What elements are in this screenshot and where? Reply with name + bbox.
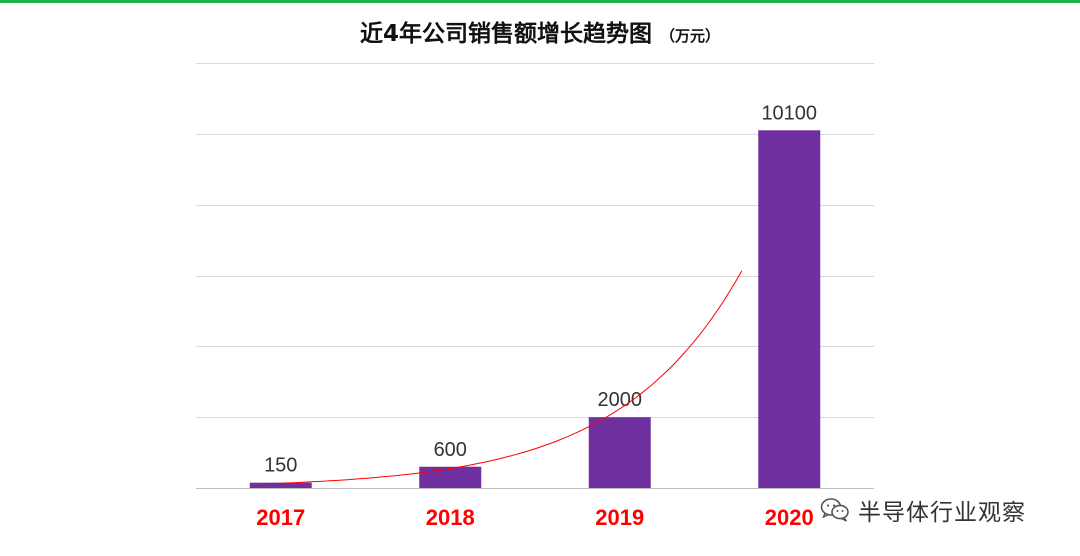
watermark-text: 半导体行业观察 (858, 500, 1026, 526)
data-labels: 150 600 2000 10100 (264, 102, 817, 476)
data-label: 600 (434, 439, 467, 461)
x-tick-label: 2018 (426, 505, 475, 530)
top-accent-rule (0, 0, 1080, 3)
x-tick-labels: 2017 2018 2019 2020 (256, 505, 813, 530)
chart-unit: （万元） (660, 27, 721, 45)
x-tick-label: 2020 (765, 505, 814, 530)
trendline (263, 270, 743, 485)
x-tick-label: 2017 (256, 505, 305, 530)
bars (249, 130, 821, 488)
data-label: 150 (264, 455, 297, 477)
data-label: 10100 (761, 102, 817, 124)
chart-title-area: 近4年公司销售额增长趋势图 （万元） (0, 14, 1080, 48)
bar-2019 (588, 417, 651, 488)
bar-2020 (758, 130, 821, 488)
data-label: 2000 (598, 389, 643, 411)
wechat-icon (820, 498, 849, 522)
bar-2018 (419, 466, 482, 488)
bar-2017 (249, 482, 312, 488)
x-tick-label: 2019 (595, 505, 644, 530)
chart-title: 近4年公司销售额增长趋势图 (359, 21, 652, 47)
watermark: 半导体行业观察 (820, 490, 1026, 530)
